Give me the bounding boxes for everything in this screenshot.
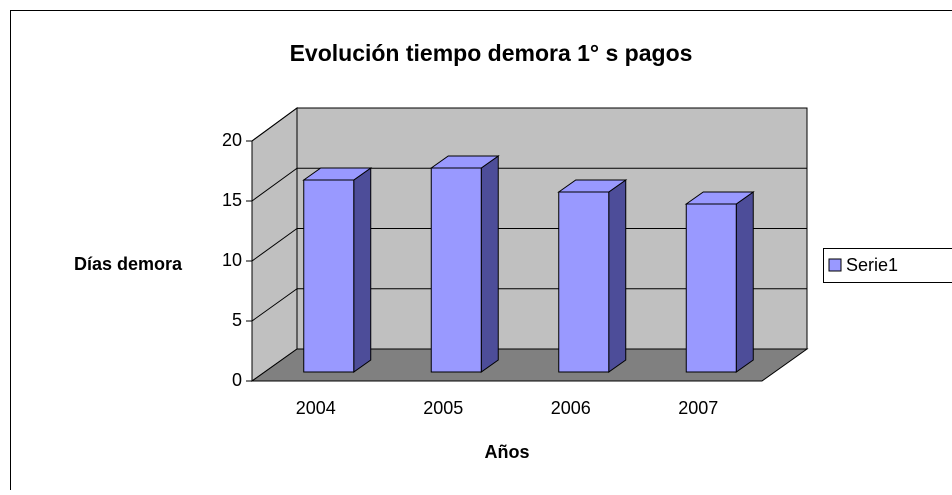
bar-side — [481, 156, 498, 372]
y-tick-label: 15 — [222, 190, 242, 210]
y-tick-label: 0 — [232, 370, 242, 390]
bar — [559, 192, 609, 372]
legend-label: Serie1 — [846, 255, 898, 275]
y-tick-label: 5 — [232, 310, 242, 330]
x-tick-label: 2005 — [423, 398, 463, 418]
bar-side — [609, 180, 626, 372]
y-tick-label: 10 — [222, 250, 242, 270]
legend-swatch — [829, 259, 841, 271]
x-tick-label: 2006 — [551, 398, 591, 418]
bar-side — [354, 168, 371, 372]
y-tick-label: 20 — [222, 130, 242, 150]
chart-title: Evolución tiempo demora 1° s pagos — [290, 40, 693, 66]
bar — [431, 168, 481, 372]
bar — [304, 180, 354, 372]
y-axis-label: Días demora — [74, 254, 183, 274]
x-tick-label: 2007 — [678, 398, 718, 418]
bar — [686, 204, 736, 372]
bar-side — [736, 192, 753, 372]
x-axis-label: Años — [485, 442, 530, 462]
x-tick-label: 2004 — [296, 398, 336, 418]
